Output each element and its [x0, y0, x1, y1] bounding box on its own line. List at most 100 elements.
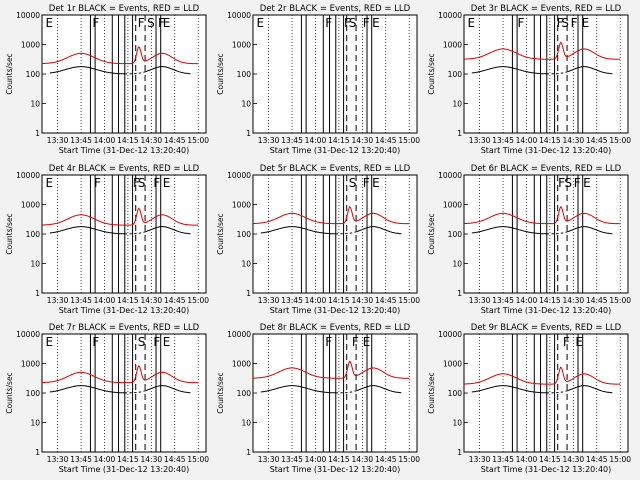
x-tick-label: 14:00 — [305, 296, 327, 305]
y-tick-label: 10 — [452, 419, 462, 428]
marker-label: E — [163, 16, 171, 30]
x-axis-label: Start Time (31-Dec-12 13:20:40) — [270, 465, 401, 474]
y-tick-label: 10000 — [16, 11, 40, 20]
y-axis-label: Counts/sec — [5, 53, 14, 94]
marker-label: F — [574, 176, 581, 190]
series-events-line — [471, 66, 613, 75]
x-tick-label: 13:30 — [469, 455, 491, 464]
series-lld-line — [464, 205, 621, 225]
y-tick-label: 1000 — [21, 360, 40, 369]
marker-label: E — [575, 335, 583, 349]
y-tick-label: 10 — [241, 100, 251, 109]
y-tick-label: 1 — [246, 448, 251, 457]
marker-label: F — [344, 16, 351, 30]
x-tick-label: 13:30 — [469, 296, 491, 305]
series-events-line — [49, 226, 191, 235]
y-tick-label: 1 — [35, 129, 40, 138]
marker-label: S — [147, 16, 155, 30]
y-tick-label: 10 — [30, 260, 40, 269]
marker-label: E — [163, 335, 171, 349]
x-tick-label: 14:30 — [563, 136, 585, 145]
x-tick-label: 15:00 — [398, 455, 420, 464]
y-tick-label: 100 — [26, 389, 41, 398]
y-tick-label: 1 — [35, 448, 40, 457]
chart-title: Det 2r BLACK = Events, RED = LLD — [260, 4, 411, 14]
y-axis-label: Counts/sec — [427, 53, 436, 94]
series-events-line — [260, 226, 402, 235]
x-tick-label: 14:15 — [117, 296, 139, 305]
x-tick-label: 14:45 — [586, 455, 608, 464]
x-tick-label: 14:15 — [117, 455, 139, 464]
x-tick-label: 15:00 — [187, 296, 209, 305]
x-tick-label: 14:15 — [539, 136, 561, 145]
y-tick-label: 10000 — [438, 11, 462, 20]
marker-label: F — [133, 176, 140, 190]
series-events-line — [49, 66, 191, 75]
series-lld-line — [464, 366, 621, 385]
chart-title: Det 1r BLACK = Events, RED = LLD — [49, 4, 200, 14]
x-tick-label: 14:30 — [563, 455, 585, 464]
x-axis-label: Start Time (31-Dec-12 13:20:40) — [481, 306, 612, 315]
marker-label: E — [582, 16, 590, 30]
marker-label: F — [94, 176, 101, 190]
marker-label: E — [46, 16, 54, 30]
y-tick-label: 10 — [30, 419, 40, 428]
chart-panel-7: Det 7r BLACK = Events, RED = LLD 13:30 13:… — [5, 323, 209, 474]
y-tick-label: 100 — [26, 70, 41, 79]
x-tick-label: 13:45 — [281, 136, 303, 145]
x-tick-label: 14:30 — [141, 296, 163, 305]
marker-label: F — [158, 16, 165, 30]
marker-label: S — [349, 176, 357, 190]
chart-title: Det 3r BLACK = Events, RED = LLD — [471, 4, 622, 14]
chart-panel-9: Det 9r BLACK = Events, RED = LLD 13:30 13:… — [427, 323, 631, 474]
plot-area — [252, 14, 418, 134]
x-tick-label: 14:15 — [328, 455, 350, 464]
x-axis-label: Start Time (31-Dec-12 13:20:40) — [270, 306, 401, 315]
x-tick-label: 14:30 — [563, 296, 585, 305]
x-axis-label: Start Time (31-Dec-12 13:20:40) — [59, 465, 190, 474]
chart-panel-1: Det 1r BLACK = Events, RED = LLD 13:30 13:… — [5, 4, 209, 155]
x-tick-label: 14:15 — [539, 296, 561, 305]
x-axis-label: Start Time (31-Dec-12 13:20:40) — [481, 465, 612, 474]
x-tick-label: 13:45 — [492, 136, 514, 145]
marker-label: E — [46, 176, 54, 190]
marker-label: F — [92, 335, 99, 349]
y-tick-label: 1 — [457, 129, 462, 138]
chart-title: Det 4r BLACK = Events, RED = LLD — [49, 164, 200, 174]
marker-label: F — [563, 335, 570, 349]
chart-title: Det 8r BLACK = Events, RED = LLD — [260, 323, 411, 333]
x-tick-label: 13:45 — [492, 455, 514, 464]
x-tick-label: 14:15 — [539, 455, 561, 464]
x-tick-label: 14:45 — [164, 296, 186, 305]
x-tick-label: 14:00 — [94, 296, 116, 305]
x-axis-label: Start Time (31-Dec-12 13:20:40) — [59, 306, 190, 315]
marker-label: E — [372, 16, 380, 30]
x-axis-label: Start Time (31-Dec-12 13:20:40) — [481, 146, 612, 155]
x-tick-label: 13:45 — [70, 136, 92, 145]
y-tick-label: 1 — [457, 448, 462, 457]
x-tick-label: 14:00 — [94, 455, 116, 464]
y-tick-label: 1 — [246, 289, 251, 298]
series-lld-line — [42, 364, 199, 384]
y-tick-label: 100 — [237, 230, 252, 239]
y-tick-label: 1 — [457, 289, 462, 298]
x-tick-label: 14:30 — [141, 136, 163, 145]
x-tick-label: 14:15 — [328, 296, 350, 305]
chart-title: Det 7r BLACK = Events, RED = LLD — [49, 323, 200, 333]
x-tick-label: 14:45 — [586, 296, 608, 305]
x-tick-label: 15:00 — [609, 136, 631, 145]
marker-label: E — [257, 16, 265, 30]
x-tick-label: 13:30 — [258, 455, 280, 464]
x-tick-label: 13:45 — [281, 296, 303, 305]
marker-label: E — [372, 176, 380, 190]
chart-title: Det 6r BLACK = Events, RED = LLD — [471, 164, 622, 174]
y-tick-label: 10000 — [227, 11, 251, 20]
x-tick-label: 15:00 — [187, 136, 209, 145]
marker-label: F — [518, 16, 525, 30]
x-tick-label: 14:00 — [516, 136, 538, 145]
y-tick-label: 100 — [237, 70, 252, 79]
x-tick-label: 14:30 — [352, 296, 374, 305]
y-axis-label: Counts/sec — [216, 213, 225, 254]
y-tick-label: 10 — [241, 419, 251, 428]
